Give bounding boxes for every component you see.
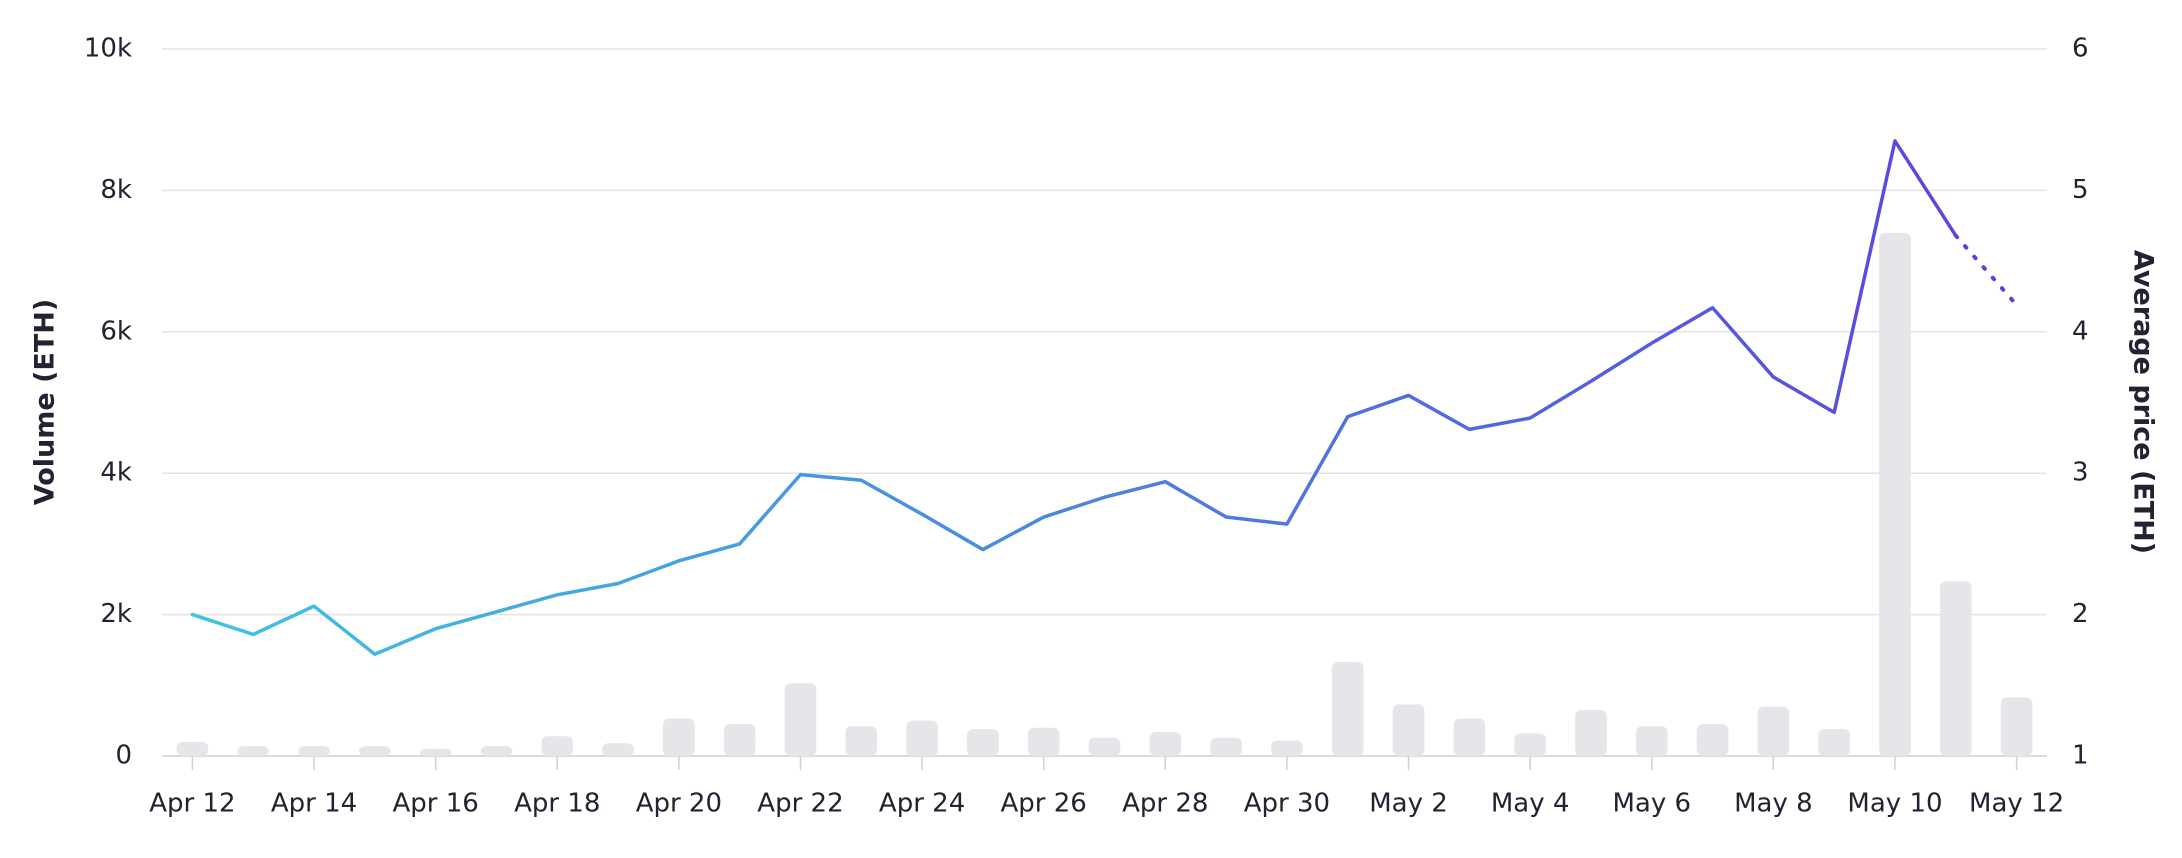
x-tick-label: Apr 14: [271, 789, 357, 819]
price-line-projected: [1953, 233, 2019, 307]
y-tick-label: 6k: [100, 316, 132, 346]
x-tick-label: May 6: [1612, 789, 1691, 819]
bar: [176, 741, 209, 756]
bar: [906, 720, 938, 756]
bar: [1696, 724, 1729, 756]
bar: [1149, 731, 1182, 756]
bar: [1635, 726, 1668, 756]
x-tick-label: Apr 22: [757, 789, 843, 819]
y2-tick-label: 3: [2072, 458, 2089, 488]
bar: [1027, 727, 1060, 756]
bar: [1514, 733, 1546, 756]
bar: [1757, 706, 1790, 756]
bar: [541, 736, 574, 756]
y2-tick-label: 4: [2072, 316, 2089, 346]
y2-axis-title: Average price (ETH): [2128, 250, 2159, 554]
price-line: [190, 139, 1958, 656]
bar: [480, 746, 513, 756]
y-axis-title: Volume (ETH): [30, 299, 61, 505]
bar: [298, 746, 330, 756]
bar: [1331, 661, 1364, 756]
bar: [663, 718, 695, 756]
bar: [845, 726, 878, 756]
x-tick-label: Apr 28: [1122, 789, 1208, 819]
y-tick-label: 8k: [100, 175, 132, 205]
x-tick-label: May 2: [1369, 789, 1448, 819]
bar: [1210, 737, 1242, 756]
bar: [1818, 729, 1850, 756]
x-tick-label: Apr 16: [392, 789, 478, 819]
x-tick-label: Apr 12: [149, 789, 235, 819]
y2-tick-label: 5: [2072, 175, 2089, 205]
bar: [1392, 704, 1425, 756]
bar: [1939, 581, 1972, 756]
y2-tick-label: 1: [2072, 741, 2089, 771]
bar: [602, 743, 634, 756]
x-tick-label: Apr 26: [1001, 789, 1087, 819]
x-tick-label: May 12: [1969, 789, 2064, 819]
x-tick-label: May 8: [1734, 789, 1813, 819]
bar: [359, 746, 391, 756]
x-tick-label: Apr 18: [514, 789, 600, 819]
bar: [1879, 232, 1911, 756]
bar: [967, 729, 999, 756]
bar: [1453, 718, 1486, 756]
y-tick-label: 0: [115, 741, 132, 771]
x-tick-label: May 10: [1847, 789, 1942, 819]
x-tick-label: Apr 24: [879, 789, 965, 819]
bar: [1271, 740, 1303, 756]
x-tick-label: May 4: [1491, 789, 1570, 819]
bar: [237, 746, 270, 756]
bar: [1088, 737, 1121, 756]
x-tick-label: Apr 30: [1244, 789, 1330, 819]
y-tick-label: 2k: [100, 599, 132, 629]
y2-tick-label: 6: [2072, 34, 2089, 64]
bar: [723, 724, 756, 756]
bar: [2000, 697, 2033, 756]
y-tick-label: 10k: [84, 34, 132, 64]
bar: [1575, 710, 1607, 756]
y-tick-label: 4k: [100, 458, 132, 488]
x-tick-label: Apr 20: [636, 789, 722, 819]
bar: [784, 683, 817, 756]
y2-tick-label: 2: [2072, 599, 2089, 629]
bar: [419, 748, 452, 756]
